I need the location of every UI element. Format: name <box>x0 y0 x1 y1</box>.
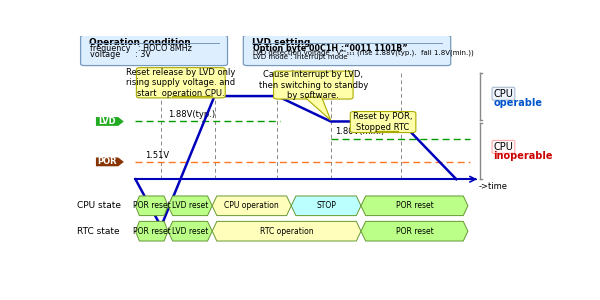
Polygon shape <box>136 196 168 216</box>
Text: POR: POR <box>98 158 118 166</box>
Text: LVD setting: LVD setting <box>252 38 310 47</box>
Text: LVD: LVD <box>99 117 116 126</box>
Text: operable: operable <box>493 98 542 108</box>
Text: POR reset: POR reset <box>395 227 433 236</box>
Text: ->time: ->time <box>479 182 508 190</box>
Text: CPU operation: CPU operation <box>224 201 279 210</box>
Polygon shape <box>305 97 331 120</box>
FancyBboxPatch shape <box>136 68 225 98</box>
Text: Cause interrupt by LVD,
then switching to standby
by software.: Cause interrupt by LVD, then switching t… <box>259 70 368 100</box>
Text: frequency   : HOCO 8MHz: frequency : HOCO 8MHz <box>90 44 192 53</box>
Text: RTC state: RTC state <box>77 227 120 236</box>
Text: 1.80V(min.): 1.80V(min.) <box>335 128 385 136</box>
Text: Reset by POR,
Stopped RTC: Reset by POR, Stopped RTC <box>353 112 413 132</box>
Text: CPU state: CPU state <box>77 201 121 210</box>
Polygon shape <box>212 221 361 241</box>
Text: CPU: CPU <box>493 89 514 99</box>
Polygon shape <box>212 196 291 216</box>
Text: LVD reset: LVD reset <box>172 227 208 236</box>
FancyBboxPatch shape <box>80 35 227 66</box>
Text: Reset release by LVD only
rising supply voltage. and
start  operation CPU.: Reset release by LVD only rising supply … <box>126 68 235 98</box>
Text: 1.88V(typ.): 1.88V(typ.) <box>168 110 215 119</box>
Text: POR reset: POR reset <box>395 201 433 210</box>
Text: POR reset: POR reset <box>133 201 170 210</box>
FancyBboxPatch shape <box>274 71 353 99</box>
Text: Operation condition: Operation condition <box>89 38 191 47</box>
Polygon shape <box>136 221 168 241</box>
Text: Option byte 00C1H :“0011 1101B”: Option byte 00C1H :“0011 1101B” <box>253 44 407 52</box>
Polygon shape <box>361 221 468 241</box>
Polygon shape <box>96 158 124 166</box>
Polygon shape <box>361 196 468 216</box>
Polygon shape <box>168 221 212 241</box>
Polygon shape <box>168 196 212 216</box>
Text: POR reset: POR reset <box>133 227 170 236</box>
Text: STOP: STOP <box>316 201 336 210</box>
Text: LVD mode : interrupt mode: LVD mode : interrupt mode <box>253 54 347 60</box>
Text: RTC operation: RTC operation <box>260 227 313 236</box>
Polygon shape <box>291 196 361 216</box>
FancyBboxPatch shape <box>350 112 416 133</box>
Text: inoperable: inoperable <box>493 151 553 161</box>
Text: LVD reset: LVD reset <box>172 201 208 210</box>
Polygon shape <box>96 117 124 126</box>
Text: LVD detection voltage : Vᴸᵛ₁₁₁ (rise 1.88V(typ.).  fall 1.8V(min.)): LVD detection voltage : Vᴸᵛ₁₁₁ (rise 1.8… <box>253 49 473 56</box>
FancyBboxPatch shape <box>244 35 451 66</box>
Text: voltage      : 3V: voltage : 3V <box>90 50 151 58</box>
Text: CPU: CPU <box>493 142 514 152</box>
Text: 1.51V: 1.51V <box>145 151 169 160</box>
